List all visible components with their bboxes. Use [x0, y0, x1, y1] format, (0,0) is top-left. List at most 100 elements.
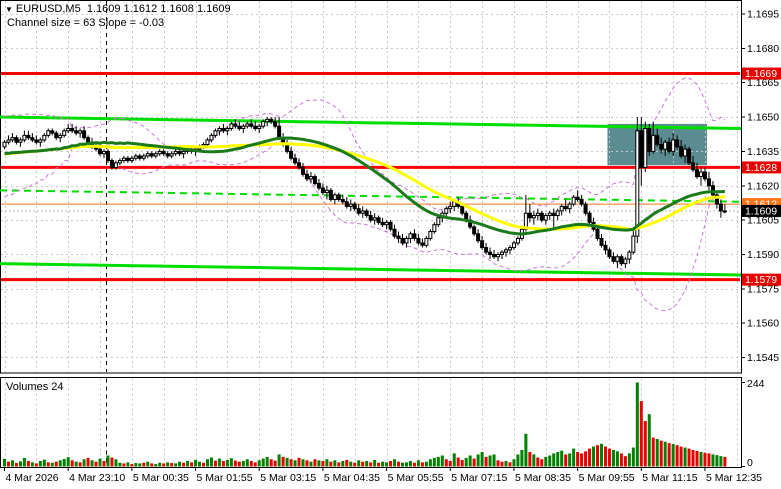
volume-bar — [373, 459, 377, 467]
time-axis: 4 Mar 2026 4 Mar 23:10 5 Mar 00:35 5 Mar 01… — [4, 467, 762, 484]
volume-bar — [66, 457, 70, 467]
channel-middle-line[interactable] — [0, 189, 742, 203]
candle-body-bear — [492, 253, 497, 258]
candle-body-bull — [102, 150, 106, 155]
volume-bar — [369, 462, 373, 467]
volume-bar — [568, 453, 572, 467]
time-tick-label[interactable]: 5 Mar 11:15 — [642, 472, 697, 484]
candle-body-bear — [237, 125, 242, 129]
candle-body-bull — [113, 162, 118, 168]
time-tick-label[interactable]: 5 Mar 07:15 — [451, 472, 507, 484]
time-tick-label[interactable]: 4 Mar 23:10 — [69, 472, 125, 484]
time-tick-label[interactable]: 5 Mar 12:35 — [706, 472, 762, 484]
candle-body-bear — [328, 189, 333, 200]
candle-body-bear — [285, 144, 290, 152]
candle-body-bear — [301, 166, 305, 175]
candle-body-bear — [344, 201, 349, 207]
price-level-badge-text: 1.1628 — [745, 162, 777, 174]
candle-body-bull — [261, 121, 266, 127]
volume-bar — [683, 447, 687, 467]
volume-bar — [687, 448, 691, 467]
candle-body-bull — [205, 139, 210, 146]
volume-bar — [516, 454, 520, 467]
candle-body-bull — [257, 125, 262, 129]
volume-bar — [205, 459, 209, 467]
candle-body-bull — [209, 134, 214, 141]
volume-bar — [229, 458, 233, 467]
volume-bar — [178, 461, 182, 467]
volume-bar — [70, 460, 74, 467]
candle-body-bear — [488, 251, 493, 255]
volume-bar — [78, 462, 82, 467]
time-tick-label[interactable]: 5 Mar 00:35 — [133, 472, 189, 484]
time-tick-label[interactable]: 5 Mar 05:55 — [388, 472, 444, 484]
volume-bar — [631, 447, 635, 467]
candle-body-bull — [432, 224, 437, 233]
volume-bar — [170, 463, 174, 467]
channel-lower-line[interactable] — [0, 262, 742, 277]
volume-bar — [154, 464, 158, 467]
volume-bar — [707, 453, 711, 467]
candle-body-bull — [225, 128, 230, 132]
time-tick-label[interactable]: 5 Mar 08:35 — [515, 472, 571, 484]
candle-body-bull — [133, 155, 138, 159]
candle-body-bull — [22, 134, 27, 141]
time-tick-label[interactable]: 5 Mar 09:55 — [579, 472, 635, 484]
candle-body-bull — [496, 253, 501, 258]
volume-bar — [619, 453, 623, 467]
bollinger-upper-band — [4, 77, 726, 211]
price-tick-label: 1.1650 — [747, 112, 779, 124]
volume-bar — [420, 462, 424, 467]
volume-bar — [607, 448, 611, 467]
volume-bar — [464, 457, 468, 467]
price-level-badge — [742, 67, 781, 80]
volume-bar — [623, 456, 627, 467]
volume-bar — [576, 452, 580, 467]
candle-body-bull — [722, 210, 727, 213]
time-tick-label[interactable]: 4 Mar 2026 — [6, 472, 59, 484]
candle-body-bear — [336, 194, 341, 200]
volume-bar — [699, 452, 703, 467]
volume-bar — [146, 461, 150, 467]
volume-bar — [329, 461, 333, 467]
candle-body-bull — [535, 212, 540, 217]
candle-body-bear — [412, 233, 417, 239]
volume-bar — [520, 449, 524, 467]
volume-bar — [357, 460, 361, 467]
volume-bar — [249, 460, 253, 467]
volume-bar — [6, 461, 10, 467]
candle-body-bull — [543, 215, 548, 221]
price-level-badge — [742, 161, 781, 174]
volume-bar — [277, 454, 281, 467]
time-tick-label[interactable]: 5 Mar 04:35 — [324, 472, 380, 484]
volume-bar — [90, 460, 94, 467]
volume-bar — [723, 456, 727, 467]
candle-body-bear — [340, 198, 345, 203]
volume-bar — [588, 448, 592, 467]
candle-body-bear — [611, 256, 616, 262]
candle-body-bear — [269, 118, 274, 123]
candle-body-bear — [74, 130, 79, 134]
volume-bar — [592, 446, 596, 467]
ma-slow-line — [4, 142, 725, 232]
time-tick-label[interactable]: 5 Mar 03:15 — [260, 472, 316, 484]
symbol-dropdown-arrow-icon[interactable]: ▼ — [5, 5, 13, 14]
time-tick-label[interactable]: 5 Mar 01:55 — [197, 472, 253, 484]
volume-bar — [560, 450, 564, 467]
candle-body-bull — [555, 210, 560, 217]
candle-body-bear — [293, 157, 298, 164]
volume-bar — [556, 452, 560, 467]
volume-bar — [281, 456, 285, 467]
volume-bar — [22, 457, 26, 467]
candle-body-bear — [607, 249, 612, 258]
volume-bar — [341, 460, 345, 467]
volume-bar — [651, 437, 655, 467]
candle-body-bull — [229, 123, 234, 129]
candle-body-bull — [408, 233, 413, 239]
symbol-timeframe-label: EURUSD,M5 — [15, 3, 81, 15]
volume-bar — [663, 441, 667, 467]
candle-body-bear — [312, 176, 317, 184]
grid-layer — [1, 1, 740, 467]
